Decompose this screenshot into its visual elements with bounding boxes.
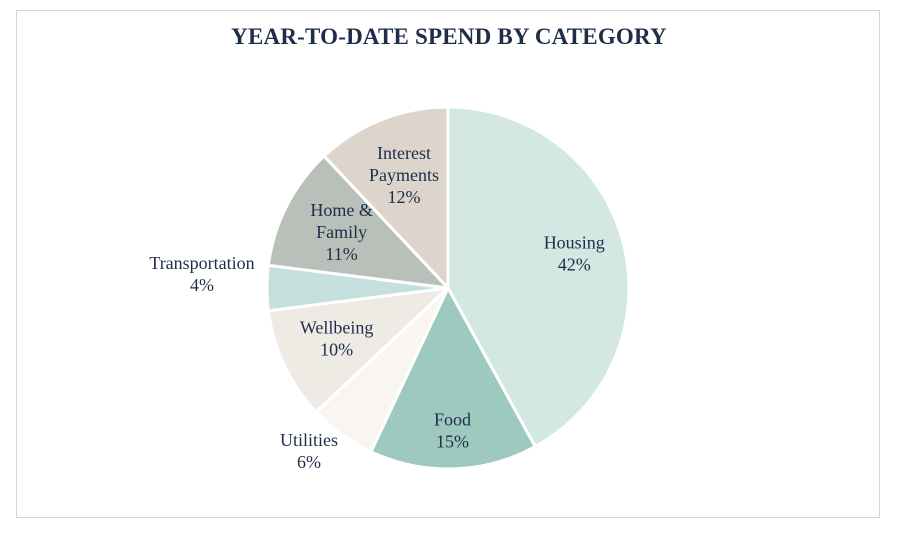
pie-labels: Housing 42% Food 15% Utilities 6% Wellbeing 10%… — [149, 143, 604, 472]
pie-label-value: 12% — [388, 187, 421, 207]
pie-label-food: Food 15% — [434, 410, 471, 452]
pie-label-name: Housing — [544, 233, 605, 253]
pie-label-name: Food — [434, 410, 471, 430]
pie-label-value: 42% — [558, 255, 591, 275]
pie-label-utilities: Utilities 6% — [280, 430, 338, 472]
pie-label-name: Family — [316, 222, 367, 242]
pie-slice-housing — [446, 105, 631, 449]
pie-label-name: Utilities — [280, 430, 338, 450]
pie-label-wellbeing: Wellbeing 10% — [300, 318, 374, 360]
pie-slice-home-family — [266, 154, 450, 290]
pie-slice-interest-payments — [322, 105, 450, 290]
pie-label-interest-payments: Interest Payments 12% — [369, 143, 439, 207]
pie-slice-wellbeing — [266, 286, 450, 414]
pie-label-transportation: Transportation 4% — [149, 253, 254, 295]
pie-label-name: Interest — [377, 143, 431, 163]
pie-label-home-family: Home & Family 11% — [310, 200, 373, 264]
pie-label-value: 6% — [297, 452, 321, 472]
pie-label-name: Transportation — [149, 253, 254, 273]
pie-label-value: 10% — [320, 340, 353, 360]
pie-slice-food — [369, 286, 537, 471]
pie-label-name: Payments — [369, 165, 439, 185]
pie-label-name: Home & — [310, 200, 373, 220]
pie-slices — [265, 105, 631, 471]
pie-label-housing: Housing 42% — [544, 233, 605, 275]
chart-title: YEAR-TO-DATE SPEND BY CATEGORY — [231, 24, 667, 49]
pie-label-name: Wellbeing — [300, 318, 374, 338]
pie-label-value: 15% — [436, 432, 469, 452]
pie-label-value: 11% — [325, 244, 357, 264]
pie-label-value: 4% — [190, 275, 214, 295]
